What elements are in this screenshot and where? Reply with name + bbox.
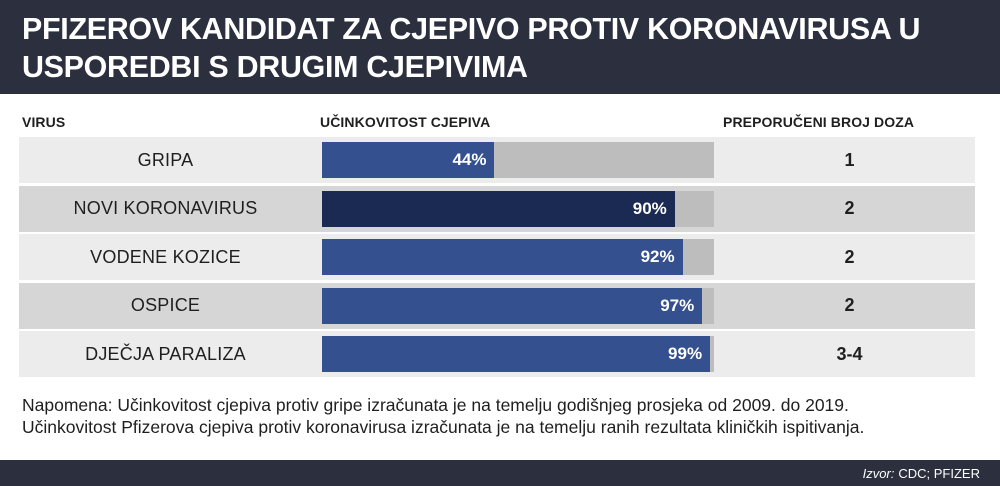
efficacy-bar: 90% xyxy=(322,190,675,227)
efficacy-bar: 99% xyxy=(322,336,711,372)
dose-count: 2 xyxy=(844,295,855,315)
footnote-line-1: Napomena: Učinkovitost cjepiva protiv gr… xyxy=(22,395,849,415)
virus-label: NOVI KORONAVIRUS xyxy=(73,198,258,218)
source-bar: Izvor: CDC; PFIZER xyxy=(0,460,1000,486)
chart-title-line-1: PFIZEROV KANDIDAT ZA CJEPIVO PROTIV KORO… xyxy=(22,11,921,46)
bar-cell: 97% xyxy=(312,283,724,329)
table-row: GRIPA 44% 1 xyxy=(19,137,975,183)
efficacy-value-label: 90% xyxy=(632,198,667,218)
bar-cell: 99% xyxy=(312,331,724,377)
efficacy-bar: 44% xyxy=(322,142,495,178)
footnote-line-2: Učinkovitost Pfizerova cjepiva protiv ko… xyxy=(22,417,865,437)
efficacy-bar: 92% xyxy=(322,239,683,275)
table-row: VODENE KOZICE 92% 2 xyxy=(19,234,975,280)
chart-title: PFIZEROV KANDIDAT ZA CJEPIVO PROTIV KORO… xyxy=(0,0,1000,94)
bar-track: 44% xyxy=(322,142,714,178)
bar-cell: 92% xyxy=(312,234,724,280)
bar-track: 99% xyxy=(322,336,714,372)
virus-label: DJEČJA PARALIZA xyxy=(85,343,246,364)
virus-label: OSPICE xyxy=(130,295,201,315)
efficacy-bar: 97% xyxy=(322,287,703,324)
table-row: NOVI KORONAVIRUS 90% 2 xyxy=(19,185,975,232)
column-header-virus: VIRUS xyxy=(22,114,66,130)
virus-label: VODENE KOZICE xyxy=(90,246,241,267)
column-header-doses: PREPORUČENI BROJ DOZA xyxy=(723,114,915,130)
bar-track: 90% xyxy=(322,190,714,227)
efficacy-value-label: 97% xyxy=(660,295,695,315)
bar-cell: 90% xyxy=(312,186,724,232)
bar-cell: 44% xyxy=(312,137,724,183)
dose-count: 2 xyxy=(844,198,855,218)
dose-count: 3-4 xyxy=(836,343,863,364)
efficacy-value-label: 92% xyxy=(640,247,675,266)
virus-label: GRIPA xyxy=(137,149,194,170)
table-row: OSPICE 97% 2 xyxy=(19,282,975,329)
source-text: CDC; PFIZER xyxy=(898,465,980,481)
bar-track: 97% xyxy=(322,287,714,324)
dose-count: 2 xyxy=(844,246,855,267)
footnote: Napomena: Učinkovitost cjepiva protiv gr… xyxy=(22,394,982,438)
source-label: Izvor: xyxy=(862,465,895,481)
efficacy-value-label: 44% xyxy=(452,150,487,169)
column-header-efficacy: UČINKOVITOST CJEPIVA xyxy=(320,114,491,130)
dose-count: 1 xyxy=(844,149,855,170)
bar-track: 92% xyxy=(322,239,714,275)
chart-title-line-2: USPOREDBI S DRUGIM CJEPIVIMA xyxy=(22,49,528,84)
table-row: DJEČJA PARALIZA 99% 3-4 xyxy=(19,331,975,377)
efficacy-value-label: 99% xyxy=(668,344,703,363)
